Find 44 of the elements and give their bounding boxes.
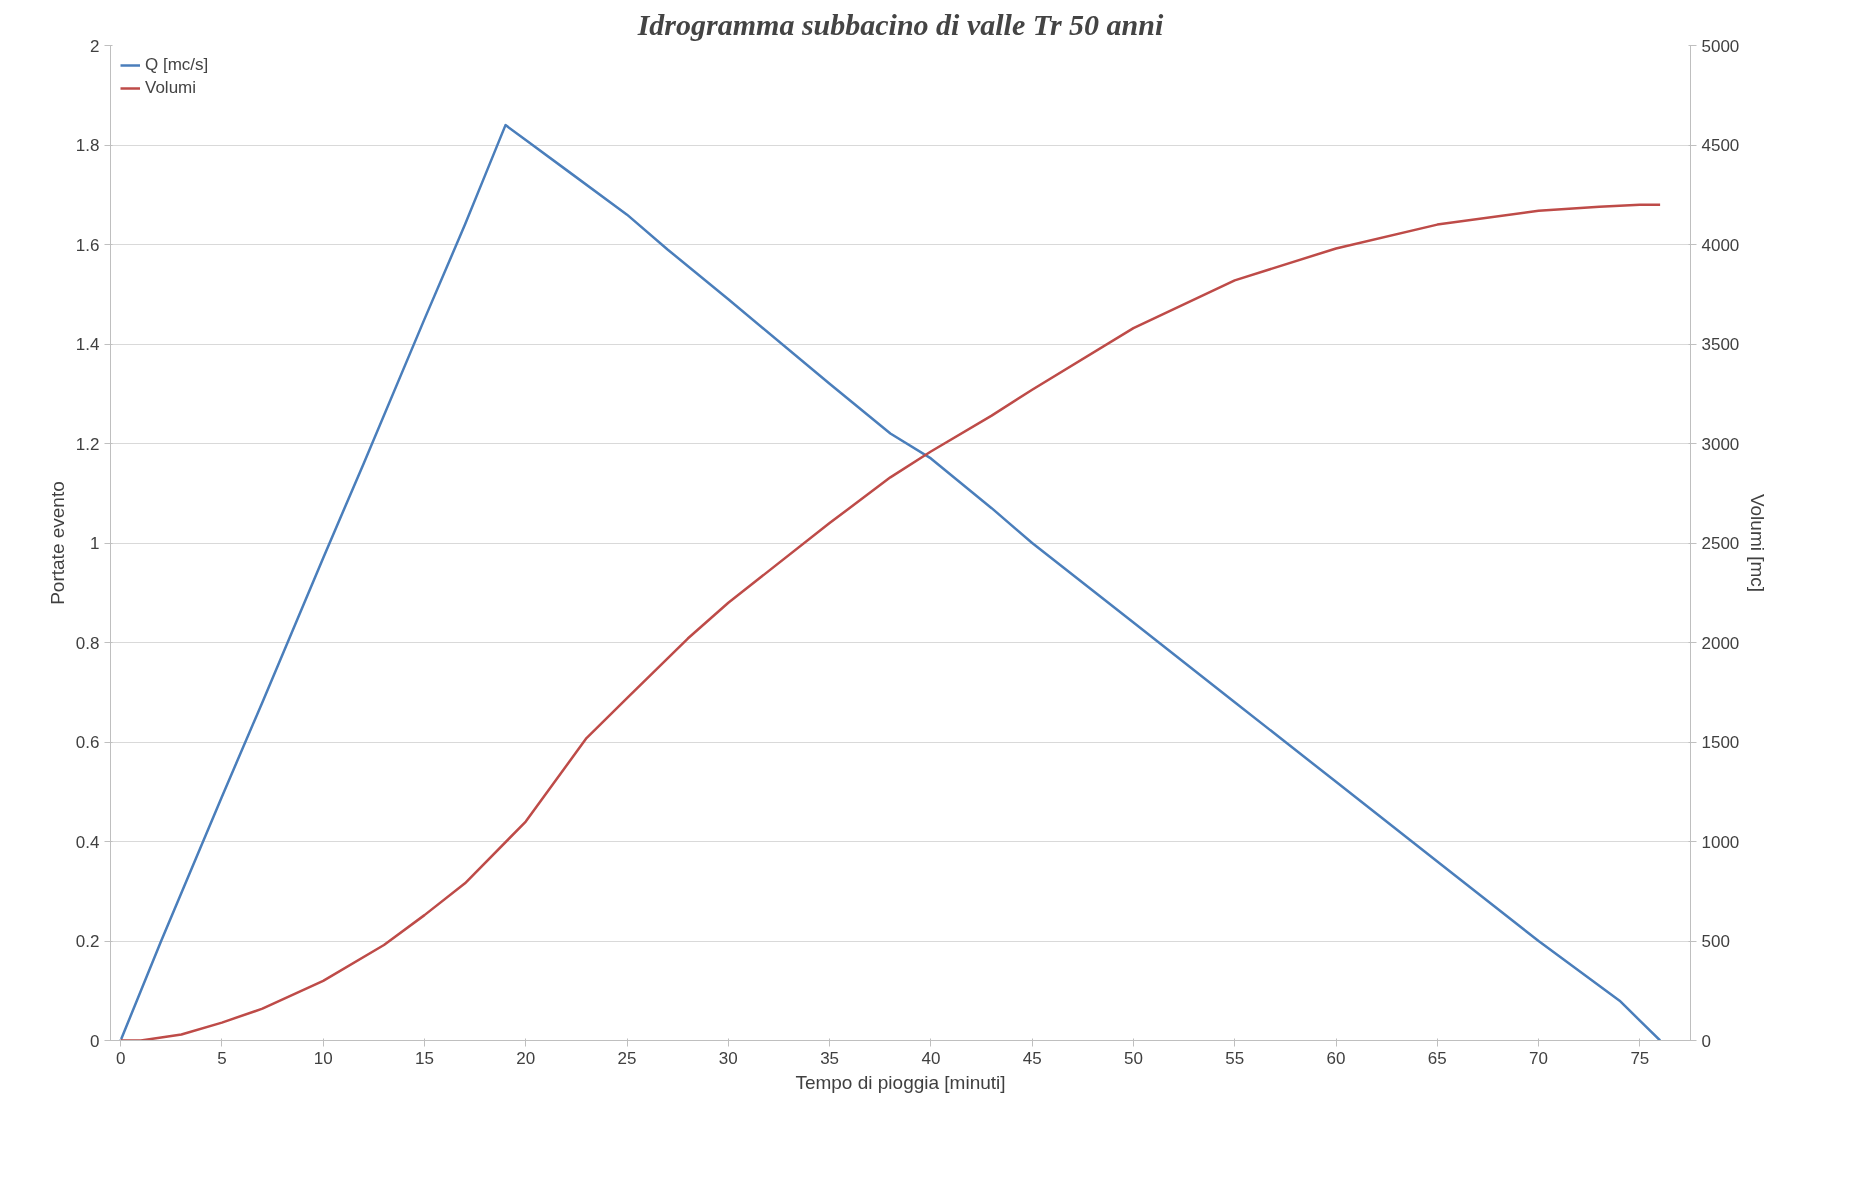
y-tick-label: 1.6 <box>75 235 100 255</box>
y-tick-label: 1.8 <box>75 136 100 155</box>
legend-label: Q [mc/s] <box>145 55 209 75</box>
y2-tick-label: 0 <box>1701 1031 1711 1051</box>
legend-label: Volumi <box>145 78 197 98</box>
x-tick-label: 10 <box>313 1048 333 1068</box>
x-tick-label: 5 <box>217 1048 227 1068</box>
x-tick-label: 35 <box>820 1048 840 1068</box>
y2-tick-label: 2000 <box>1701 633 1740 653</box>
y-tick-label: 0.8 <box>75 633 100 653</box>
x-tick-label: 55 <box>1225 1048 1245 1068</box>
y2-tick-label: 3500 <box>1701 335 1740 354</box>
y2-tick-label: 1000 <box>1701 832 1740 852</box>
y-tick-label: 0.6 <box>75 733 100 752</box>
y2-tick-label: 4000 <box>1701 235 1740 255</box>
x-axis-title: Tempo di pioggia [minuti] <box>795 1071 1006 1093</box>
x-tick-label: 40 <box>921 1048 941 1068</box>
y-tick-label: 0.4 <box>75 832 100 852</box>
x-tick-label: 20 <box>516 1048 536 1068</box>
y2-tick-label: 500 <box>1701 932 1730 951</box>
y-axis-title: Portate evento <box>46 481 68 605</box>
x-tick-label: 15 <box>415 1048 434 1068</box>
y2-axis-title: Volumi [mc] <box>1747 493 1769 593</box>
x-tick-label: 70 <box>1529 1048 1549 1068</box>
y2-tick-label: 1500 <box>1701 733 1740 752</box>
y2-tick-label: 2500 <box>1701 534 1740 553</box>
y-tick-label: 1 <box>90 534 100 553</box>
chart-title: Idrogramma subbacino di valle Tr 50 anni <box>636 7 1164 41</box>
y-tick-label: 2 <box>90 36 100 56</box>
x-tick-label: 60 <box>1326 1048 1346 1068</box>
x-tick-label: 65 <box>1427 1048 1447 1068</box>
y-tick-label: 1.4 <box>75 335 100 354</box>
y-tick-label: 0 <box>90 1031 100 1051</box>
y-tick-label: 0.2 <box>75 932 100 951</box>
y2-tick-label: 4500 <box>1701 136 1740 155</box>
x-tick-label: 30 <box>718 1048 738 1068</box>
x-tick-label: 25 <box>617 1048 637 1068</box>
y2-tick-label: 5000 <box>1701 36 1740 56</box>
y2-tick-label: 3000 <box>1701 434 1740 454</box>
y-tick-label: 1.2 <box>75 434 100 454</box>
x-tick-label: 75 <box>1630 1048 1650 1068</box>
x-tick-label: 45 <box>1022 1048 1042 1068</box>
x-tick-label: 50 <box>1123 1048 1143 1068</box>
x-tick-label: 0 <box>115 1048 126 1068</box>
